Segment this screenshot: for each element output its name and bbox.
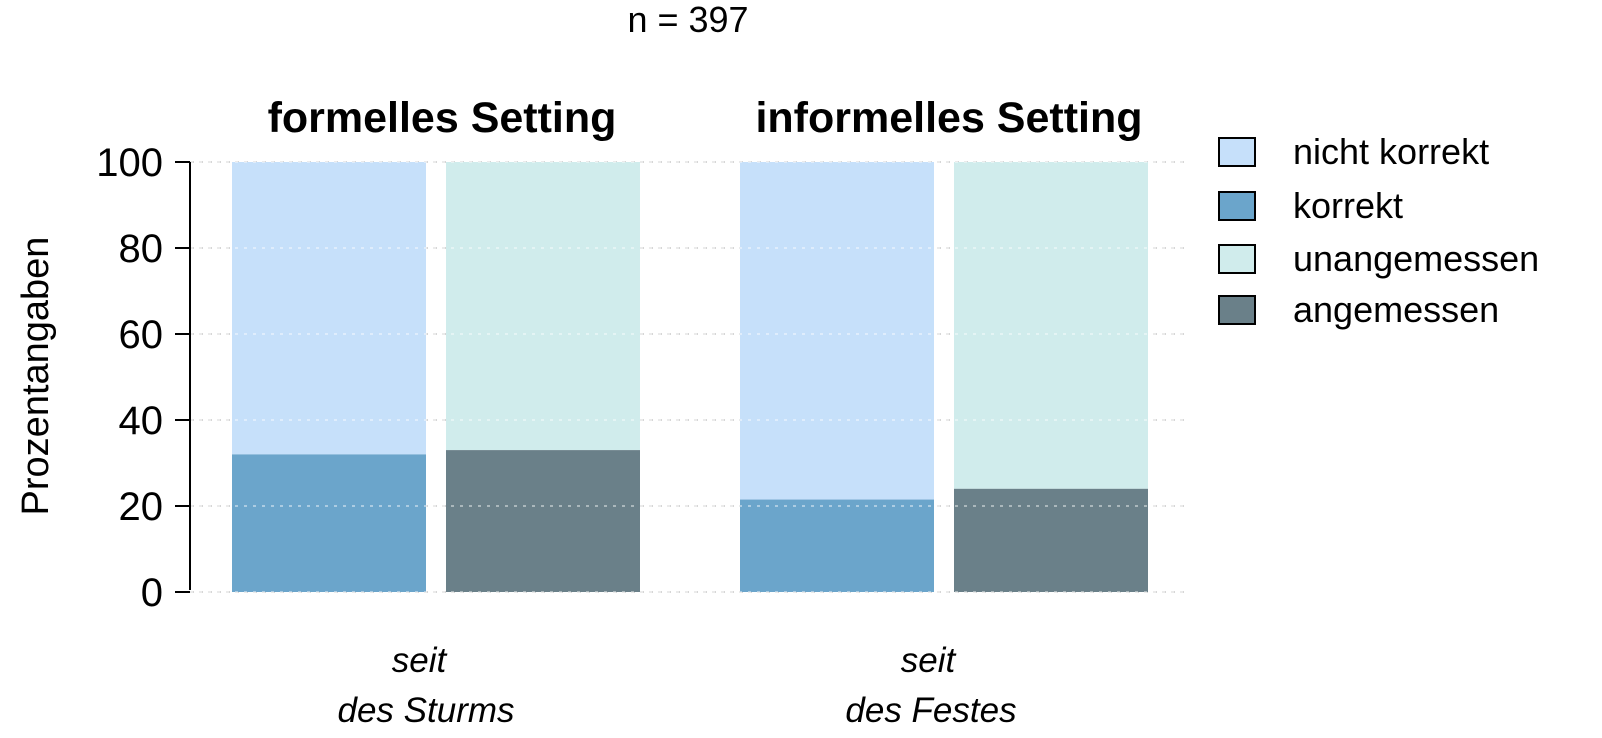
legend: nicht korrekt korrekt unangemessen angemess… xyxy=(1218,131,1539,330)
bar-2-1-lower xyxy=(740,499,934,592)
bar-1-1-lower xyxy=(232,454,426,592)
panel-title-formal: formelles Setting xyxy=(268,94,617,142)
bars xyxy=(232,162,1148,592)
legend-label-3: unangemessen xyxy=(1293,238,1539,279)
bar-1-1-upper xyxy=(232,162,426,455)
bar-1-2-lower xyxy=(446,450,640,592)
legend-swatch-1 xyxy=(1218,137,1256,167)
y-axis-label: Prozentangaben xyxy=(15,237,57,516)
bar-2-2-upper xyxy=(954,162,1148,489)
y-tick-label-0: 0 xyxy=(141,571,163,615)
legend-swatch-3 xyxy=(1218,244,1256,274)
category-label-formal-line2: des Sturms xyxy=(338,691,515,730)
legend-label-4: angemessen xyxy=(1293,289,1499,330)
bar-2-2-lower xyxy=(954,488,1148,592)
bar-1-2-upper xyxy=(446,162,640,451)
legend-swatch-2 xyxy=(1218,191,1256,221)
y-tick-label-20: 20 xyxy=(119,485,164,529)
category-label-formal-line1: seit xyxy=(392,641,448,680)
category-label-informal-line2: des Festes xyxy=(845,691,1016,730)
bar-2-1-upper xyxy=(740,162,934,500)
legend-item-2: korrekt xyxy=(1218,185,1403,226)
panel-title-informal: informelles Setting xyxy=(755,94,1142,142)
legend-label-1: nicht korrekt xyxy=(1293,131,1489,172)
legend-item-1: nicht korrekt xyxy=(1218,131,1489,172)
y-tick-label-80: 80 xyxy=(119,227,164,271)
y-tick-label-100: 100 xyxy=(96,141,163,185)
y-tick-label-60: 60 xyxy=(119,313,164,357)
y-axis: 0 20 40 60 80 100 xyxy=(96,141,190,615)
y-tick-label-40: 40 xyxy=(119,399,164,443)
legend-swatch-4 xyxy=(1218,295,1256,325)
legend-item-4: angemessen xyxy=(1218,289,1499,330)
legend-item-3: unangemessen xyxy=(1218,238,1539,279)
category-label-informal-line1: seit xyxy=(901,641,957,680)
legend-label-2: korrekt xyxy=(1293,185,1403,226)
chart-title: n = 397 xyxy=(627,0,748,40)
grid-lines-over xyxy=(190,161,1185,593)
